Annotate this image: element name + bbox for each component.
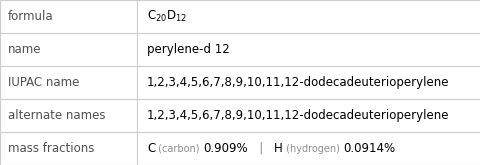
Text: 1,2,3,4,5,6,7,8,9,10,11,12-dodecadeuterioperylene: 1,2,3,4,5,6,7,8,9,10,11,12-dodecadeuteri… xyxy=(147,76,449,89)
Text: 1,2,3,4,5,6,7,8,9,10,11,12-dodecadeuterioperylene: 1,2,3,4,5,6,7,8,9,10,11,12-dodecadeuteri… xyxy=(147,109,449,122)
Text: |: | xyxy=(247,142,274,155)
Text: H: H xyxy=(274,142,282,155)
Text: perylene-d 12: perylene-d 12 xyxy=(147,43,229,56)
Text: C: C xyxy=(147,142,155,155)
Text: 0.0914%: 0.0914% xyxy=(342,142,394,155)
Text: mass fractions: mass fractions xyxy=(8,142,94,155)
Text: formula: formula xyxy=(8,10,53,23)
Text: (hydrogen): (hydrogen) xyxy=(282,144,342,153)
Text: 0.909%: 0.909% xyxy=(203,142,247,155)
Text: name: name xyxy=(8,43,41,56)
Text: C$_{20}$D$_{12}$: C$_{20}$D$_{12}$ xyxy=(147,9,187,24)
Text: IUPAC name: IUPAC name xyxy=(8,76,79,89)
Text: (carbon): (carbon) xyxy=(155,144,203,153)
Text: alternate names: alternate names xyxy=(8,109,105,122)
